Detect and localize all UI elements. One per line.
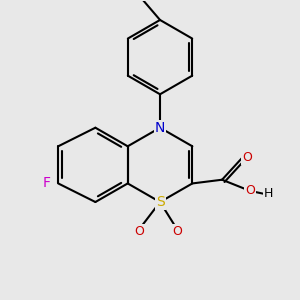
Text: O: O [172,225,182,238]
Text: H: H [264,187,273,200]
Text: O: O [245,184,255,197]
Text: F: F [43,176,51,190]
Text: S: S [156,195,164,209]
Text: O: O [135,225,145,238]
Text: O: O [242,151,252,164]
Text: N: N [155,121,165,135]
